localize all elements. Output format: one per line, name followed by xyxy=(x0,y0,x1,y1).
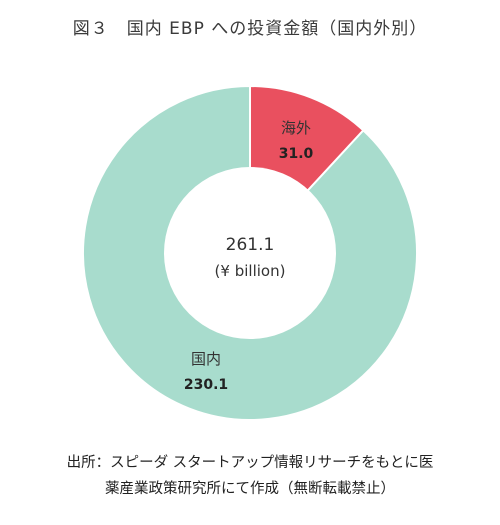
slice-label-domestic: 国内 xyxy=(191,350,221,368)
source-note: 出所：スピーダ スタートアップ情報リサーチをもとに医 薬産業政策研究所にて作成（… xyxy=(0,450,500,502)
slice-value-domestic: 230.1 xyxy=(184,377,228,393)
center-total-value: 261.1 xyxy=(226,235,275,255)
slice-value-overseas: 31.0 xyxy=(279,146,314,162)
slice-label-overseas: 海外 xyxy=(281,119,311,137)
donut-hole xyxy=(164,167,336,339)
source-line-2: 薬産業政策研究所にて作成（無断転載禁止） xyxy=(105,481,395,497)
chart-title: 図３ 国内 EBP への投資金額（国内外別） xyxy=(72,19,428,39)
source-line-1: 出所：スピーダ スタートアップ情報リサーチをもとに医 xyxy=(66,455,434,471)
center-unit-label: (¥ billion) xyxy=(215,262,286,280)
